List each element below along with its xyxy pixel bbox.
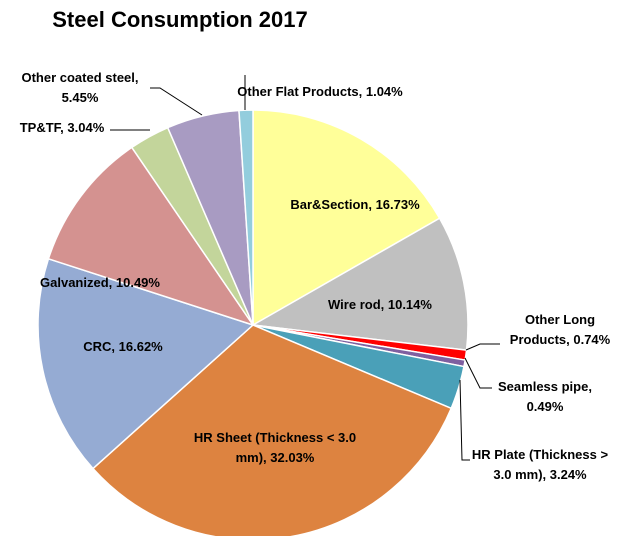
pie-slice bbox=[250, 217, 469, 351]
leader-line bbox=[464, 357, 492, 389]
data-label: Other Flat Products, 1.04% bbox=[237, 84, 403, 99]
pie-slice bbox=[252, 109, 441, 327]
data-label: Wire rod, 10.14% bbox=[328, 297, 432, 312]
data-label: Other Long Products, 0.74% bbox=[509, 312, 611, 347]
leader-lines bbox=[110, 75, 500, 461]
pie-slice bbox=[47, 146, 255, 327]
data-label: Seamless pipe, 0.49% bbox=[498, 379, 592, 414]
slices bbox=[37, 109, 469, 536]
data-label: Galvanized, 10.49% bbox=[40, 275, 160, 290]
data-label: HR Plate (Thickness > 3.0 mm), 3.24% bbox=[471, 447, 609, 482]
leader-line bbox=[465, 343, 500, 351]
data-label: HR Sheet (Thickness < 3.0 mm), 32.03% bbox=[193, 430, 357, 465]
chart-title: Steel Consumption 2017 bbox=[52, 7, 308, 32]
pie-slice bbox=[91, 324, 453, 536]
pie-slice bbox=[37, 257, 255, 470]
data-label: CRC, 16.62% bbox=[83, 339, 163, 354]
leader-line bbox=[459, 379, 470, 461]
pie-slice bbox=[238, 109, 254, 326]
data-label: TP&TF, 3.04% bbox=[19, 120, 105, 135]
data-label: Other coated steel, 5.45% bbox=[21, 70, 139, 105]
data-label: Bar&Section, 16.73% bbox=[290, 197, 420, 212]
leader-line bbox=[150, 87, 203, 116]
